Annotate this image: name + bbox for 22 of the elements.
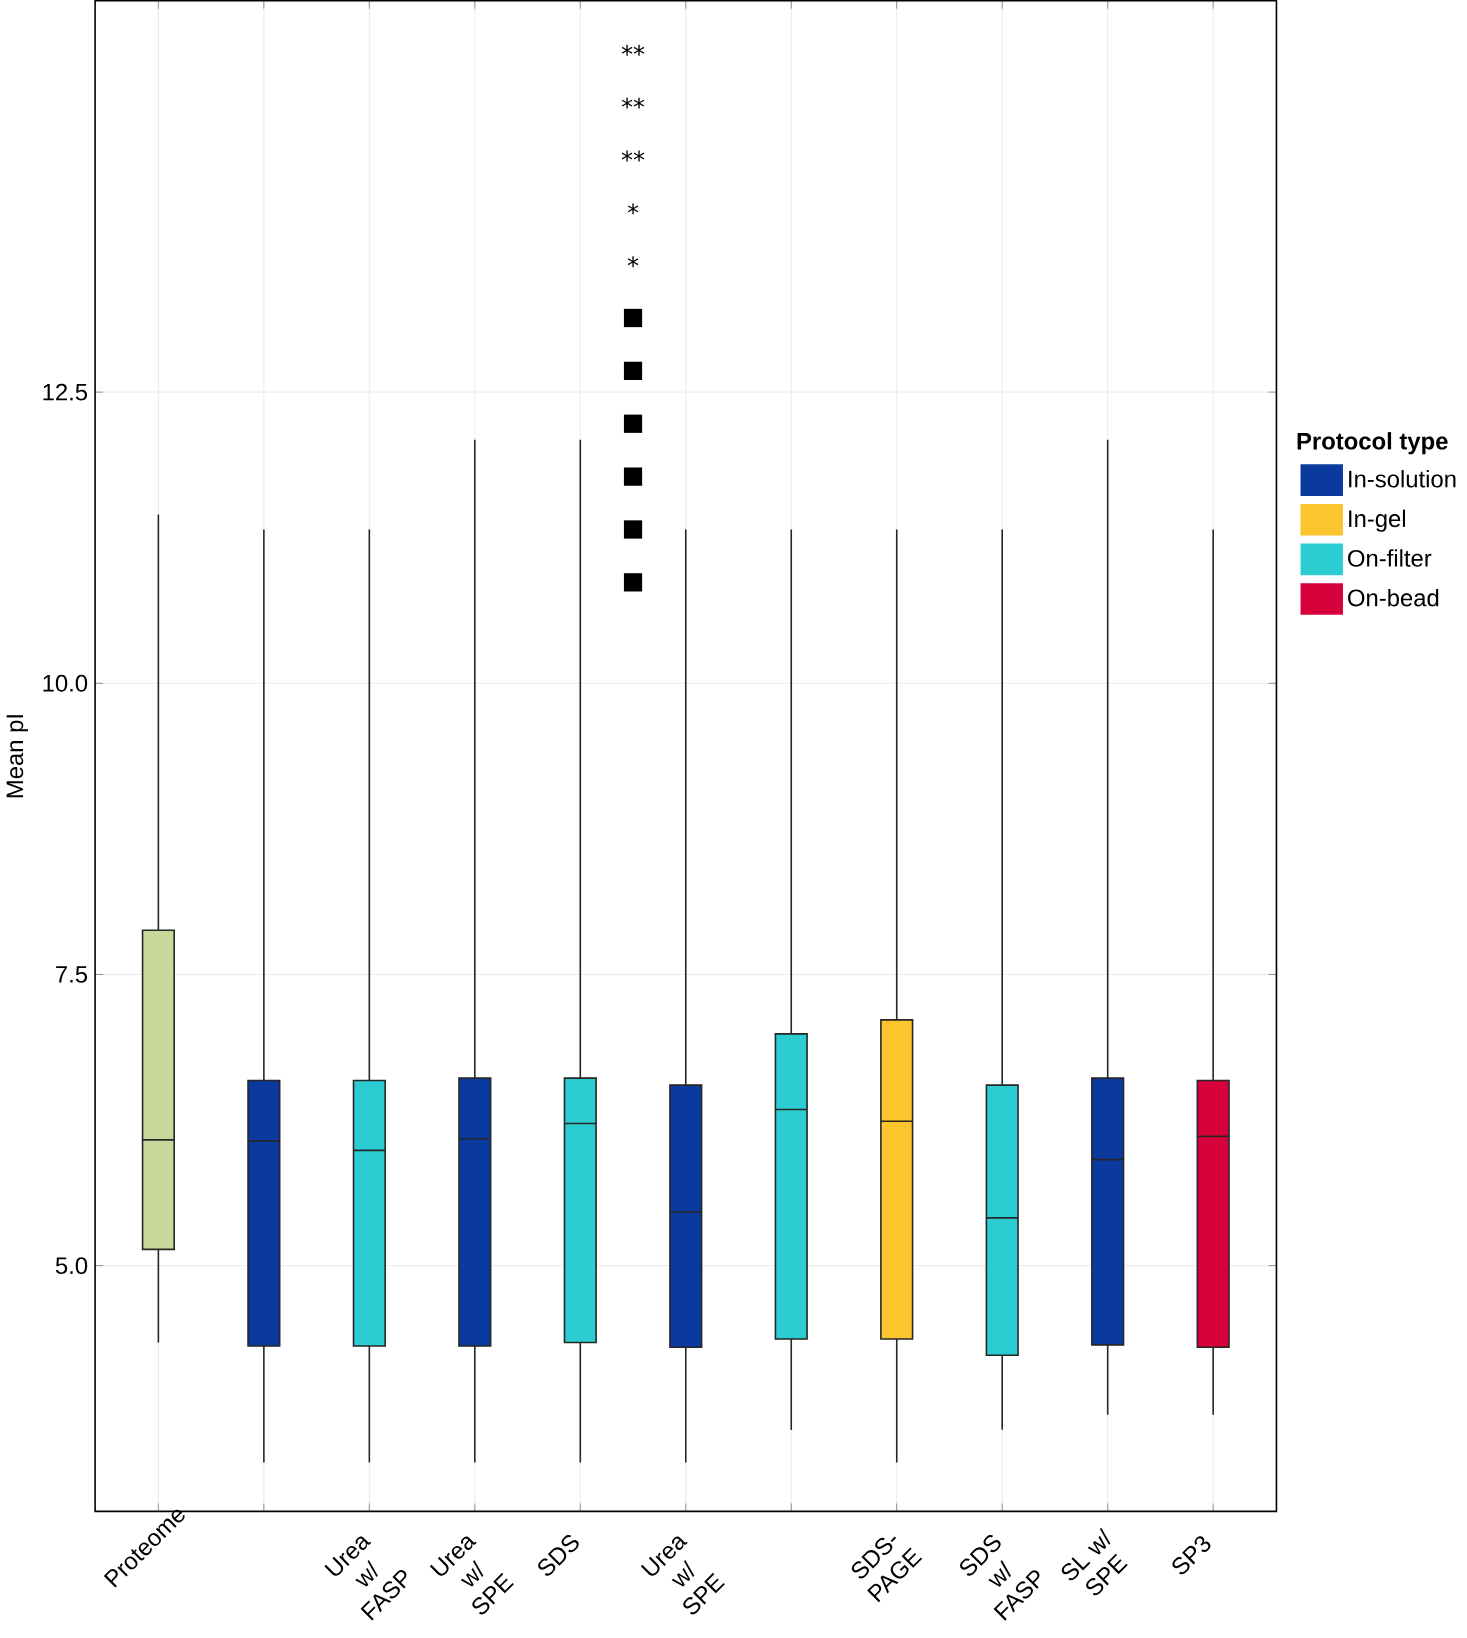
annotation: ■ (623, 467, 643, 486)
legend-title: Protocol type (1297, 432, 1448, 455)
annotation: ■ (623, 414, 643, 433)
annotation: * (627, 203, 639, 215)
annotation: ■ (623, 573, 643, 592)
y-tick-label: 5.0 (55, 1257, 88, 1275)
y-tick-label: 7.5 (56, 966, 88, 983)
annotation: ■ (623, 308, 643, 328)
legend-label: In-gel (1349, 509, 1406, 532)
y-tick-label: 10.0 (43, 674, 88, 692)
y-tick-label: 12.5 (43, 383, 88, 401)
annotation: * (627, 256, 639, 268)
annotation: ** (621, 97, 645, 109)
annotation: ■ (623, 520, 643, 539)
y-axis-title: Mean pI (6, 715, 29, 798)
legend-label: On-bead (1348, 588, 1439, 607)
legend-label: In-solution (1349, 470, 1456, 488)
annotation: ** (621, 150, 645, 162)
x-tick-label: SP3 (1172, 1536, 1211, 1575)
annotation: ** (621, 44, 645, 56)
annotation: ■ (623, 361, 643, 381)
legend-label: On-filter (1348, 549, 1432, 567)
